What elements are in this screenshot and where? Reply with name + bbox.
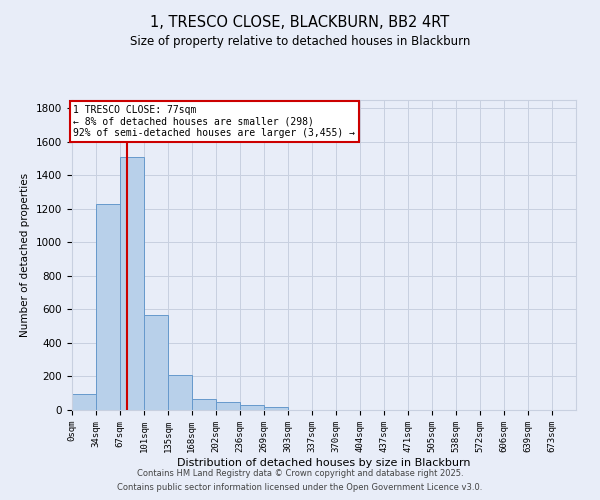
Text: 1 TRESCO CLOSE: 77sqm
← 8% of detached houses are smaller (298)
92% of semi-deta: 1 TRESCO CLOSE: 77sqm ← 8% of detached h… xyxy=(73,105,355,138)
Bar xyxy=(216,402,240,410)
Text: 1, TRESCO CLOSE, BLACKBURN, BB2 4RT: 1, TRESCO CLOSE, BLACKBURN, BB2 4RT xyxy=(151,15,449,30)
Bar xyxy=(168,375,192,410)
Y-axis label: Number of detached properties: Number of detached properties xyxy=(20,173,31,337)
Bar xyxy=(144,316,168,410)
Bar xyxy=(240,406,264,410)
X-axis label: Distribution of detached houses by size in Blackburn: Distribution of detached houses by size … xyxy=(177,458,471,468)
Text: Size of property relative to detached houses in Blackburn: Size of property relative to detached ho… xyxy=(130,35,470,48)
Text: Contains HM Land Registry data © Crown copyright and database right 2025.: Contains HM Land Registry data © Crown c… xyxy=(137,468,463,477)
Text: Contains public sector information licensed under the Open Government Licence v3: Contains public sector information licen… xyxy=(118,484,482,492)
Bar xyxy=(72,394,96,410)
Bar xyxy=(120,157,144,410)
Bar xyxy=(96,204,120,410)
Bar xyxy=(264,408,288,410)
Bar xyxy=(192,399,216,410)
